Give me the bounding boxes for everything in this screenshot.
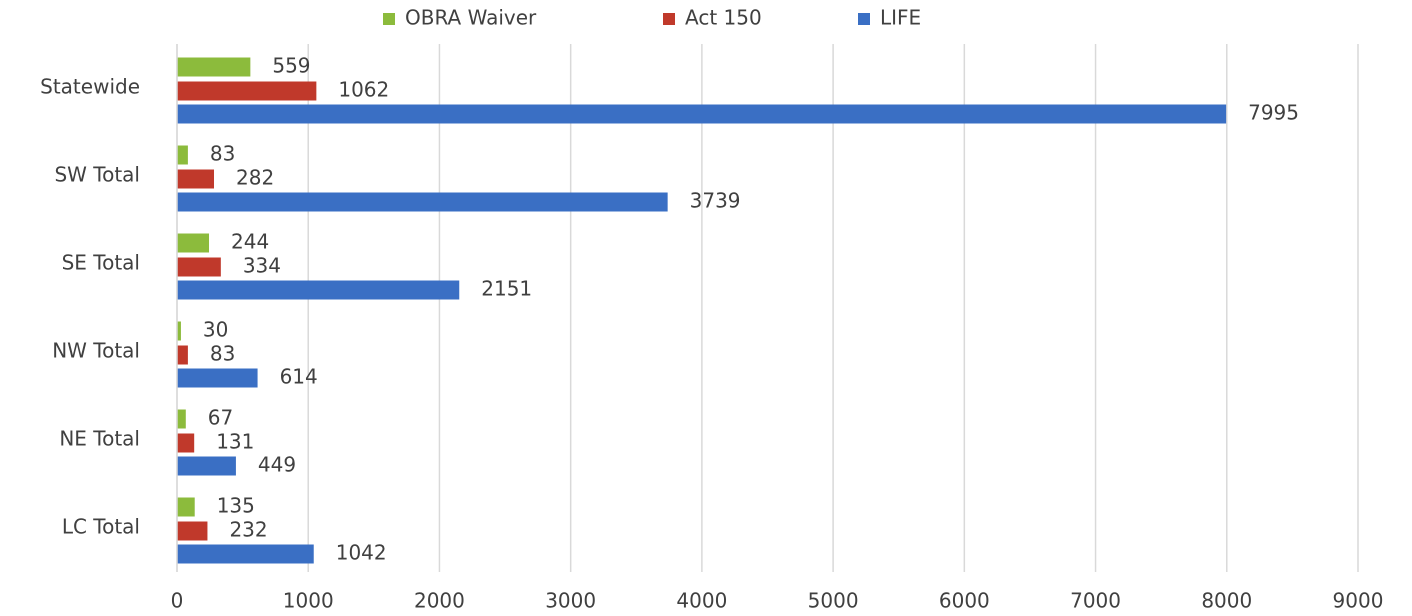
y-tick-label: NW Total <box>52 339 140 363</box>
bar <box>177 81 317 101</box>
y-tick-label: Statewide <box>40 75 140 99</box>
bar <box>177 497 195 517</box>
data-label: 282 <box>236 166 274 190</box>
bar <box>177 57 251 77</box>
y-tick-label: NE Total <box>59 427 140 451</box>
data-label: 135 <box>217 494 255 518</box>
legend-label: Act 150 <box>685 6 762 30</box>
bar <box>177 280 460 300</box>
data-label: 67 <box>208 406 233 430</box>
data-label: 244 <box>231 230 269 254</box>
x-tick-label: 9000 <box>1333 589 1384 613</box>
data-label: 131 <box>216 430 254 454</box>
data-label: 83 <box>210 342 235 366</box>
data-label: 449 <box>258 453 296 477</box>
legend-label: OBRA Waiver <box>405 6 537 30</box>
bar <box>177 145 188 165</box>
x-tick-label: 3000 <box>545 589 596 613</box>
bar <box>177 521 208 541</box>
legend-swatch <box>858 13 870 25</box>
data-label: 559 <box>272 54 310 78</box>
bar <box>177 233 210 253</box>
bar <box>177 104 1227 124</box>
bar <box>177 433 195 453</box>
data-label: 1042 <box>336 541 387 565</box>
bar <box>177 192 668 212</box>
data-label: 614 <box>280 365 318 389</box>
x-tick-label: 5000 <box>808 589 859 613</box>
y-tick-label: LC Total <box>62 515 140 539</box>
data-label: 1062 <box>338 78 389 102</box>
y-tick-label: SE Total <box>62 251 140 275</box>
legend-swatch <box>663 13 675 25</box>
legend-swatch <box>383 13 395 25</box>
bar <box>177 409 186 429</box>
legend-label: LIFE <box>880 6 921 30</box>
data-label: 334 <box>243 254 281 278</box>
bar <box>177 456 236 476</box>
x-tick-label: 1000 <box>283 589 334 613</box>
x-tick-label: 2000 <box>414 589 465 613</box>
data-label: 2151 <box>481 277 532 301</box>
bar <box>177 257 221 277</box>
bar <box>177 169 215 189</box>
data-label: 7995 <box>1248 101 1299 125</box>
x-tick-label: 8000 <box>1201 589 1252 613</box>
x-tick-label: 4000 <box>676 589 727 613</box>
data-label: 83 <box>210 142 235 166</box>
bar <box>177 544 314 564</box>
bar <box>177 368 258 388</box>
y-tick-label: SW Total <box>54 163 140 187</box>
bar <box>177 345 188 365</box>
x-tick-label: 0 <box>171 589 184 613</box>
x-tick-label: 6000 <box>939 589 990 613</box>
data-label: 232 <box>229 518 267 542</box>
data-label: 30 <box>203 318 228 342</box>
x-tick-label: 7000 <box>1070 589 1121 613</box>
bar <box>177 321 181 341</box>
data-label: 3739 <box>690 189 741 213</box>
